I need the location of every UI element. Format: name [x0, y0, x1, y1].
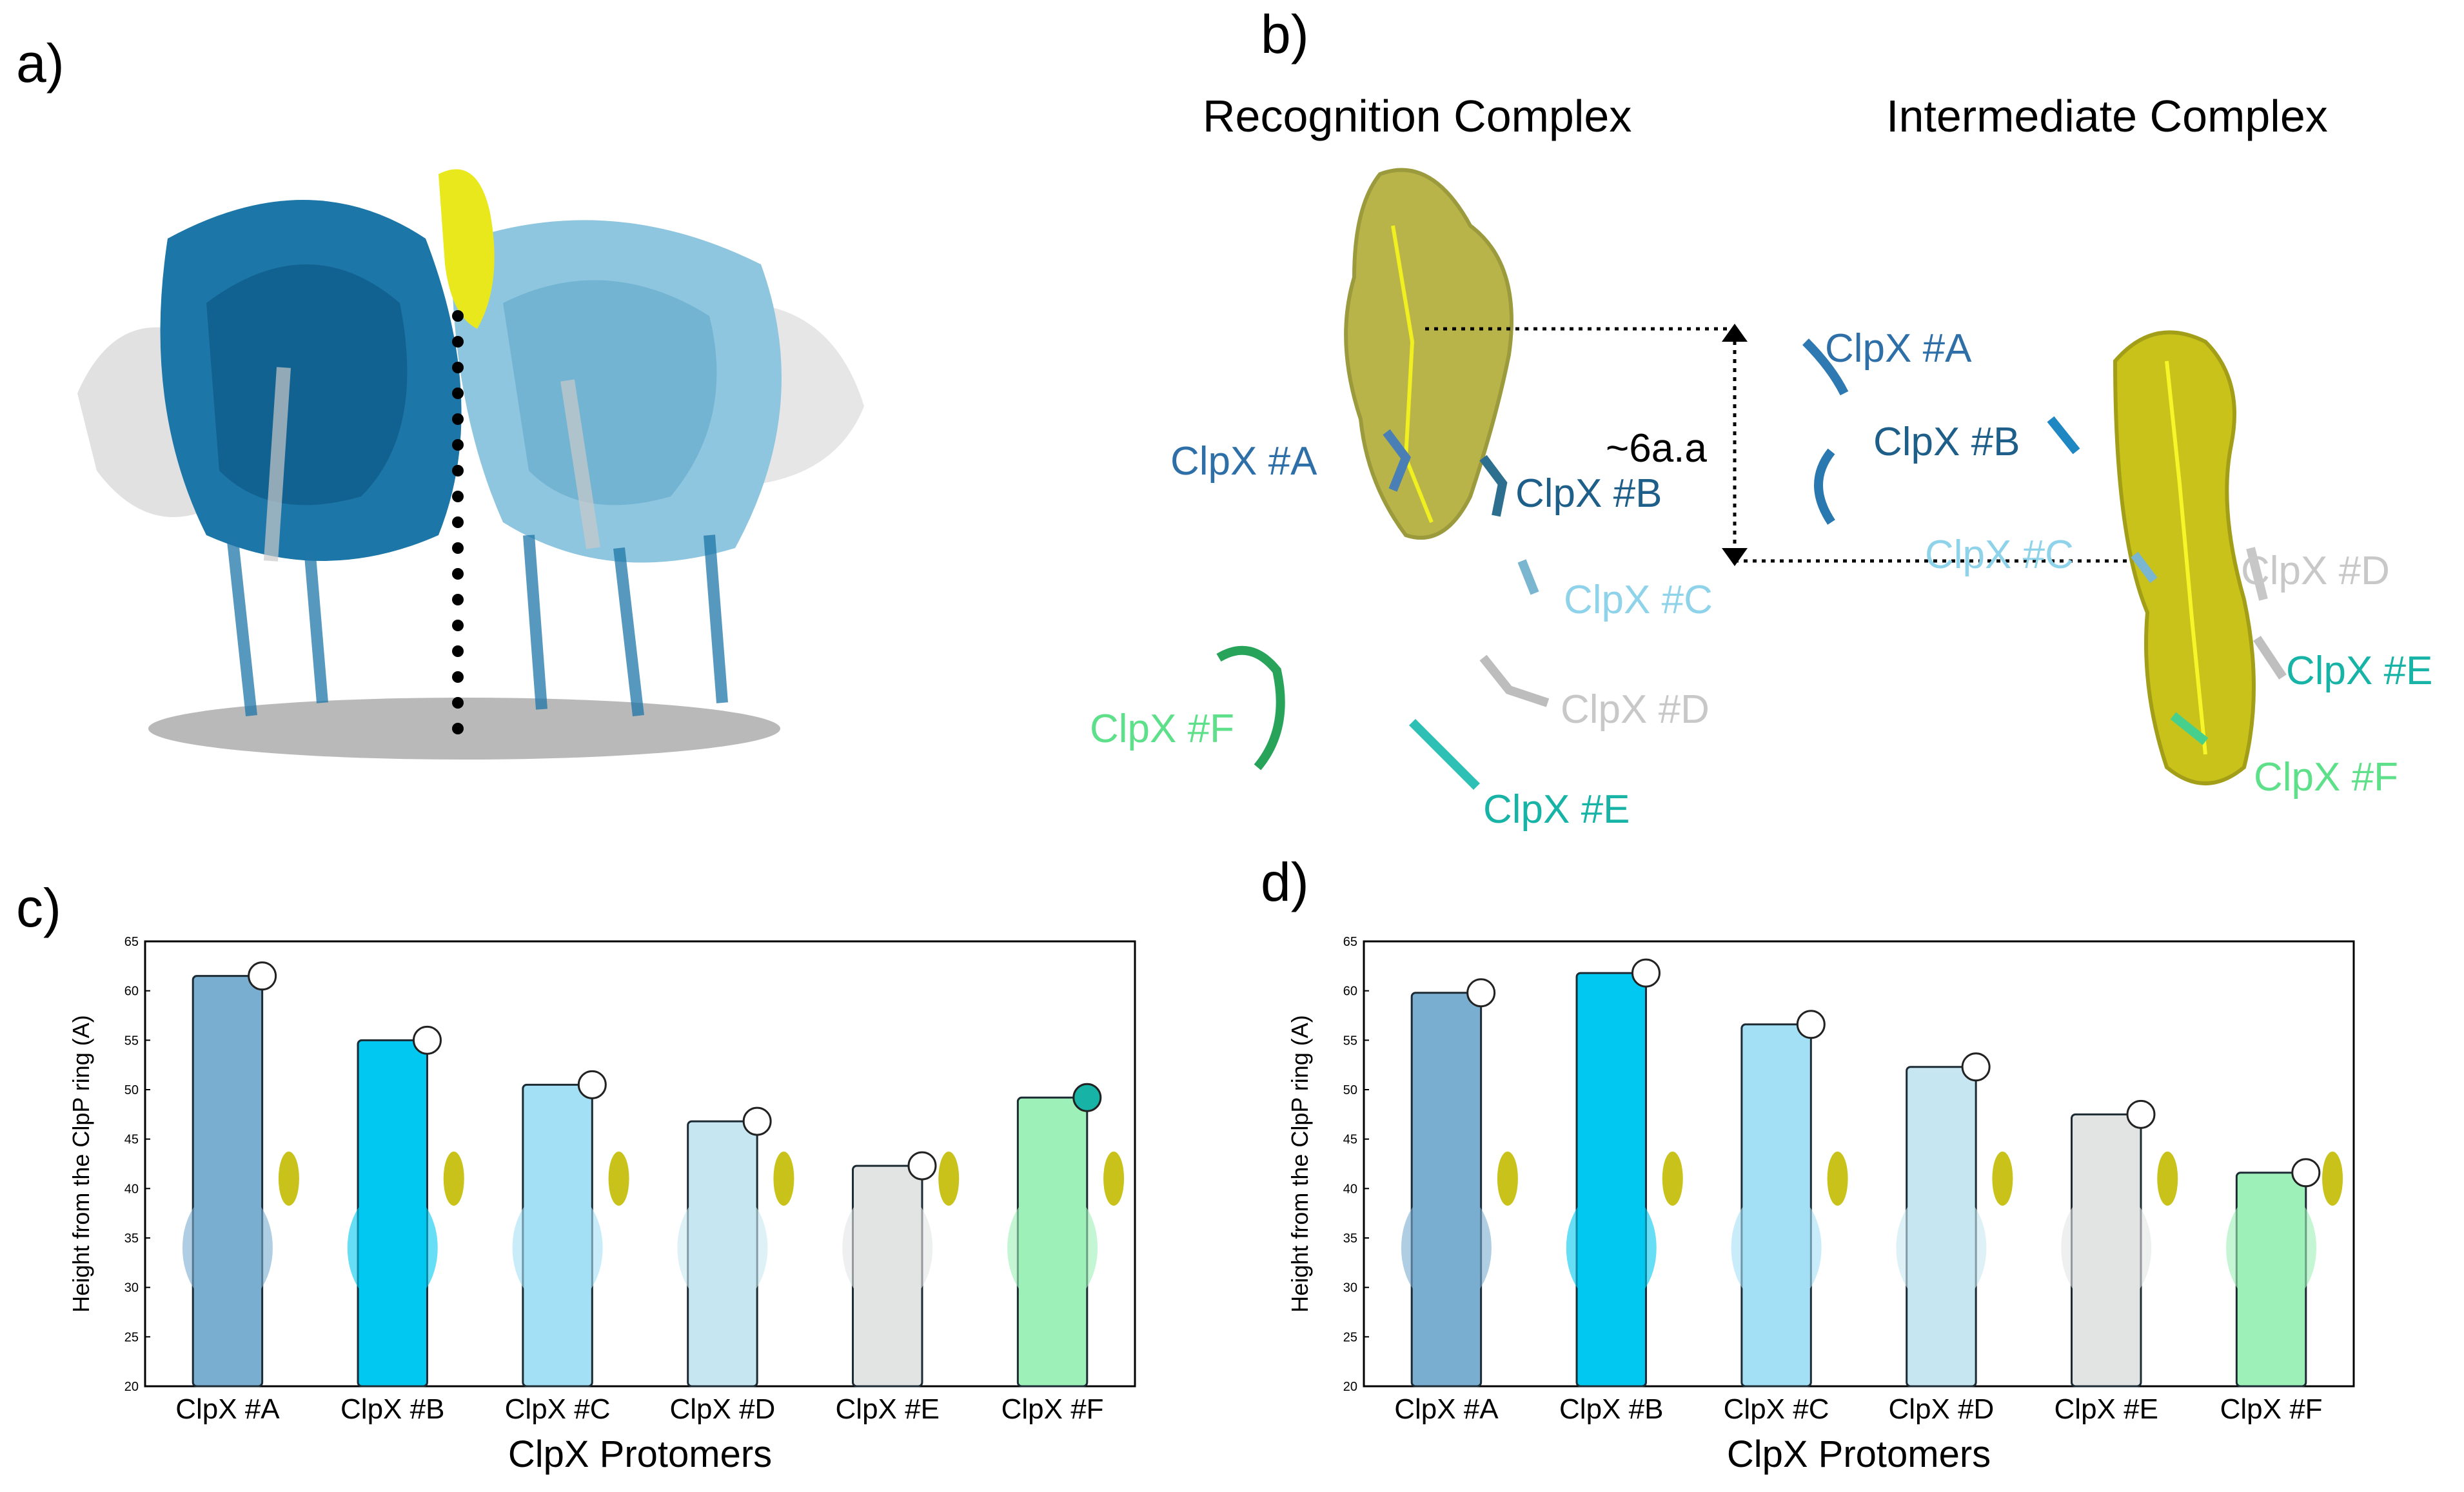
protomer-illustration	[1731, 1152, 1848, 1310]
y-tick-label: 30	[1343, 1281, 1357, 1295]
x-tick-label: ClpX #A	[175, 1393, 280, 1425]
panel-d-label: d)	[1261, 852, 1309, 912]
y-tick-label: 30	[124, 1281, 139, 1295]
panel-a-label: a)	[16, 33, 64, 93]
y-tick-label: 20	[124, 1380, 139, 1394]
y-tick-label: 45	[1343, 1133, 1357, 1147]
x-tick-label: ClpX #D	[669, 1393, 775, 1425]
panel-b-label: b)	[1261, 4, 1309, 64]
chart-d: 20 25 30 35 40 45 50 55 60 65 Height from the ClpP…	[1286, 935, 2355, 1475]
plot-frame	[144, 940, 1136, 1388]
recognition-label-clpx-c: ClpX #C	[1564, 578, 1713, 622]
x-tick-label: ClpX #F	[1001, 1393, 1104, 1425]
panel-a-structure-image	[77, 169, 864, 760]
intermediate-label-clpx-e: ClpX #E	[2286, 649, 2433, 693]
x-tick-label: ClpX #B	[340, 1393, 444, 1425]
protomer-illustration	[842, 1152, 960, 1310]
y-tick-label: 60	[124, 985, 139, 999]
bar-marker	[577, 1070, 607, 1099]
y-tick-label: 25	[124, 1330, 139, 1344]
intermediate-label-clpx-c: ClpX #C	[1925, 533, 2074, 577]
y-axis-label: Height from the ClpP ring (A)	[68, 1015, 94, 1313]
bar-marker	[907, 1151, 937, 1181]
x-axis-label: ClpX Protomers	[1727, 1433, 1991, 1475]
intermediate-label-clpx-a: ClpX #A	[1825, 326, 1972, 371]
bar-marker	[1631, 958, 1661, 988]
y-tick-label: 45	[124, 1133, 139, 1147]
chart-c: 20 25 30 35 40 45 50 55 60 65 Height from the ClpP…	[68, 935, 1136, 1475]
x-tick-label: ClpX #B	[1559, 1393, 1663, 1425]
bar	[192, 975, 264, 1388]
y-tick-label: 65	[124, 935, 139, 949]
y-tick-label: 35	[124, 1232, 139, 1246]
y-tick-label: 60	[1343, 985, 1357, 999]
bar-marker	[1796, 1010, 1826, 1039]
protomer-illustration	[1007, 1152, 1125, 1310]
x-tick-label: ClpX #F	[2220, 1393, 2323, 1425]
protomer-illustration	[1566, 1152, 1683, 1310]
y-tick-label: 50	[1343, 1083, 1357, 1097]
bar-marker	[248, 961, 277, 991]
x-tick-label: ClpX #C	[1724, 1393, 1829, 1425]
panel-b-structure-image	[1216, 168, 2287, 790]
y-tick-label: 65	[1343, 935, 1357, 949]
protomer-illustration	[1896, 1152, 2013, 1310]
recognition-label-clpx-f: ClpX #F	[1090, 707, 1234, 751]
y-tick-label: 20	[1343, 1380, 1357, 1394]
x-tick-label: ClpX #C	[505, 1393, 611, 1425]
bar	[1575, 972, 1647, 1388]
protomer-illustration	[182, 1152, 299, 1310]
protomer-illustration	[2061, 1152, 2178, 1310]
x-axis-label: ClpX Protomers	[508, 1433, 772, 1475]
recognition-label-clpx-a: ClpX #A	[1170, 439, 1317, 484]
bar-marker	[1961, 1052, 1991, 1082]
recognition-complex-title: Recognition Complex	[1203, 91, 1632, 141]
recognition-label-clpx-e: ClpX #E	[1483, 787, 1630, 832]
y-tick-label: 40	[1343, 1182, 1357, 1196]
protomer-illustration	[347, 1152, 464, 1310]
panel-c-label: c)	[16, 878, 61, 938]
bar-marker	[2291, 1158, 2321, 1188]
recognition-label-clpx-b: ClpX #B	[1515, 471, 1662, 516]
intermediate-label-clpx-d: ClpX #D	[2241, 549, 2390, 593]
protomer-illustration	[2226, 1152, 2343, 1310]
y-tick-label: 25	[1343, 1330, 1357, 1344]
x-tick-label: ClpX #E	[2055, 1393, 2158, 1425]
bar-marker	[1072, 1083, 1102, 1112]
intermediate-label-clpx-f: ClpX #F	[2254, 755, 2398, 800]
distance-label: ~6a.a	[1606, 426, 1707, 471]
y-tick-label: 55	[124, 1034, 139, 1048]
y-tick-label: 55	[1343, 1034, 1357, 1048]
bar-marker	[412, 1025, 442, 1055]
y-axis-label: Height from the ClpP ring (A)	[1286, 1015, 1313, 1313]
bar-marker	[2126, 1099, 2156, 1129]
y-tick-label: 40	[124, 1182, 139, 1196]
x-tick-label: ClpX #D	[1888, 1393, 1994, 1425]
intermediate-label-clpx-b: ClpX #B	[1873, 420, 2020, 464]
intermediate-complex-title: Intermediate Complex	[1886, 91, 2328, 141]
y-tick-label: 35	[1343, 1232, 1357, 1246]
bar-marker	[1466, 978, 1496, 1008]
plot-frame	[1363, 940, 2355, 1388]
y-tick-label: 50	[124, 1083, 139, 1097]
bar-marker	[742, 1106, 772, 1136]
protomer-illustration	[677, 1152, 794, 1310]
protomer-illustration	[1401, 1152, 1518, 1310]
x-tick-label: ClpX #E	[836, 1393, 940, 1425]
x-tick-label: ClpX #A	[1394, 1393, 1499, 1425]
protomer-illustration	[512, 1152, 629, 1310]
recognition-label-clpx-d: ClpX #D	[1561, 687, 1710, 732]
